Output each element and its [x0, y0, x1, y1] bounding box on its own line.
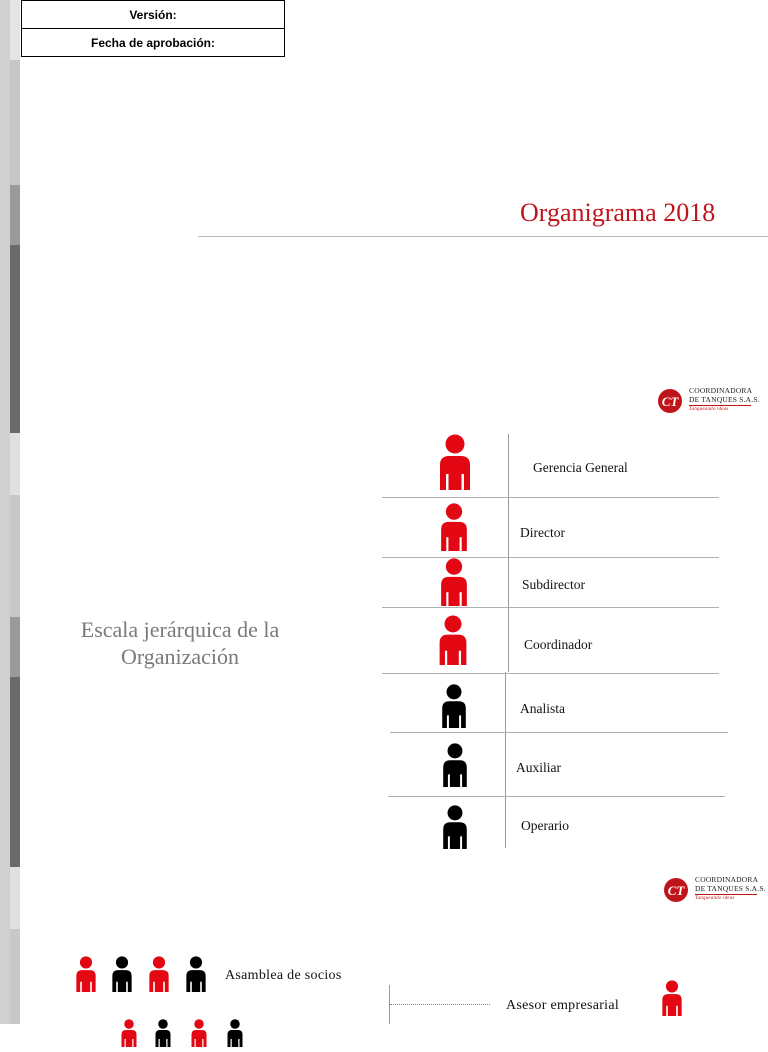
person-icon — [182, 956, 210, 997]
hierarchy-column-divider — [508, 434, 509, 672]
advisor-connector-line — [389, 985, 390, 1024]
person-icon — [437, 743, 473, 792]
hierarchy-level-label: Director — [520, 525, 565, 540]
logo-line-1: COORDINADORA — [689, 386, 753, 396]
page-title: Organigrama 2018 — [520, 198, 716, 227]
section-title: Escala jerárquica de la Organización — [50, 616, 310, 670]
left-edge-strip-segment — [10, 245, 20, 433]
person-icon — [434, 615, 472, 670]
logo-tagline: Tanqueando ideas — [689, 405, 751, 415]
person-icon — [658, 980, 686, 1021]
person-icon — [437, 805, 473, 854]
logo-line-2: DE TANQUES S.A.S. — [695, 883, 766, 893]
left-edge-strip-segment — [10, 929, 20, 1024]
logo-tagline: Tanqueando ideas — [695, 894, 757, 904]
document-control-table: Versión: Fecha de aprobación: — [21, 0, 285, 57]
hierarchy-row-divider — [390, 732, 728, 733]
person-icon — [72, 956, 100, 997]
person-icon — [435, 503, 473, 556]
hierarchy-row-divider — [388, 796, 725, 797]
hierarchy-level-label: Coordinador — [524, 637, 593, 652]
left-edge-strip-segment — [10, 185, 20, 245]
hierarchy-level-label: Operario — [521, 818, 569, 833]
left-edge-strip-segment — [10, 867, 20, 929]
left-edge-strip-segment — [10, 60, 20, 185]
person-icon — [108, 956, 136, 997]
logo-line-2: DE TANQUES S.A.S. — [689, 394, 760, 404]
hierarchy-row-divider — [382, 607, 719, 608]
hierarchy-row-divider — [382, 673, 719, 674]
left-edge-strip-segment — [10, 495, 20, 617]
company-logo: CT COORDINADORA DE TANQUES S.A.S. Tanque… — [662, 876, 766, 904]
hierarchy-level-label: Auxiliar — [516, 760, 561, 775]
left-edge-strip-segment — [10, 0, 20, 60]
advisor-label: Asesor empresarial — [506, 998, 620, 1013]
hierarchy-level-label: Subdirector — [522, 577, 585, 592]
section-title-line-1: Escala jerárquica de la — [80, 617, 280, 642]
person-icon — [436, 684, 472, 733]
company-logo-badge-icon: CT — [658, 389, 682, 413]
person-icon — [435, 558, 473, 611]
hierarchy-level-label: Gerencia General — [533, 460, 628, 475]
person-icon — [434, 434, 476, 495]
advisor-dotted-line — [390, 1004, 490, 1005]
version-label: Versión: — [21, 0, 285, 29]
svg-text:CT: CT — [662, 394, 680, 409]
hierarchy-level-label: Analista — [520, 701, 565, 716]
company-logo-badge-icon: CT — [664, 878, 688, 902]
assembly-label: Asamblea de socios — [225, 968, 342, 983]
hierarchy-column-divider — [505, 672, 506, 848]
title-divider — [198, 236, 768, 237]
hierarchy-row-divider — [382, 557, 719, 558]
left-edge-strip-segment — [10, 617, 20, 677]
left-edge-strip-segment — [10, 677, 20, 867]
approval-date-label: Fecha de aprobación: — [21, 28, 285, 57]
logo-line-1: COORDINADORA — [695, 875, 759, 885]
hierarchy-row-divider — [382, 497, 719, 498]
company-logo: CT COORDINADORA DE TANQUES S.A.S. Tanque… — [656, 387, 760, 415]
person-icon — [145, 956, 173, 997]
left-edge-strip-segment — [10, 433, 20, 495]
svg-text:CT: CT — [668, 883, 686, 898]
section-title-line-2: Organización — [120, 644, 240, 669]
left-edge-strip — [0, 0, 10, 1024]
